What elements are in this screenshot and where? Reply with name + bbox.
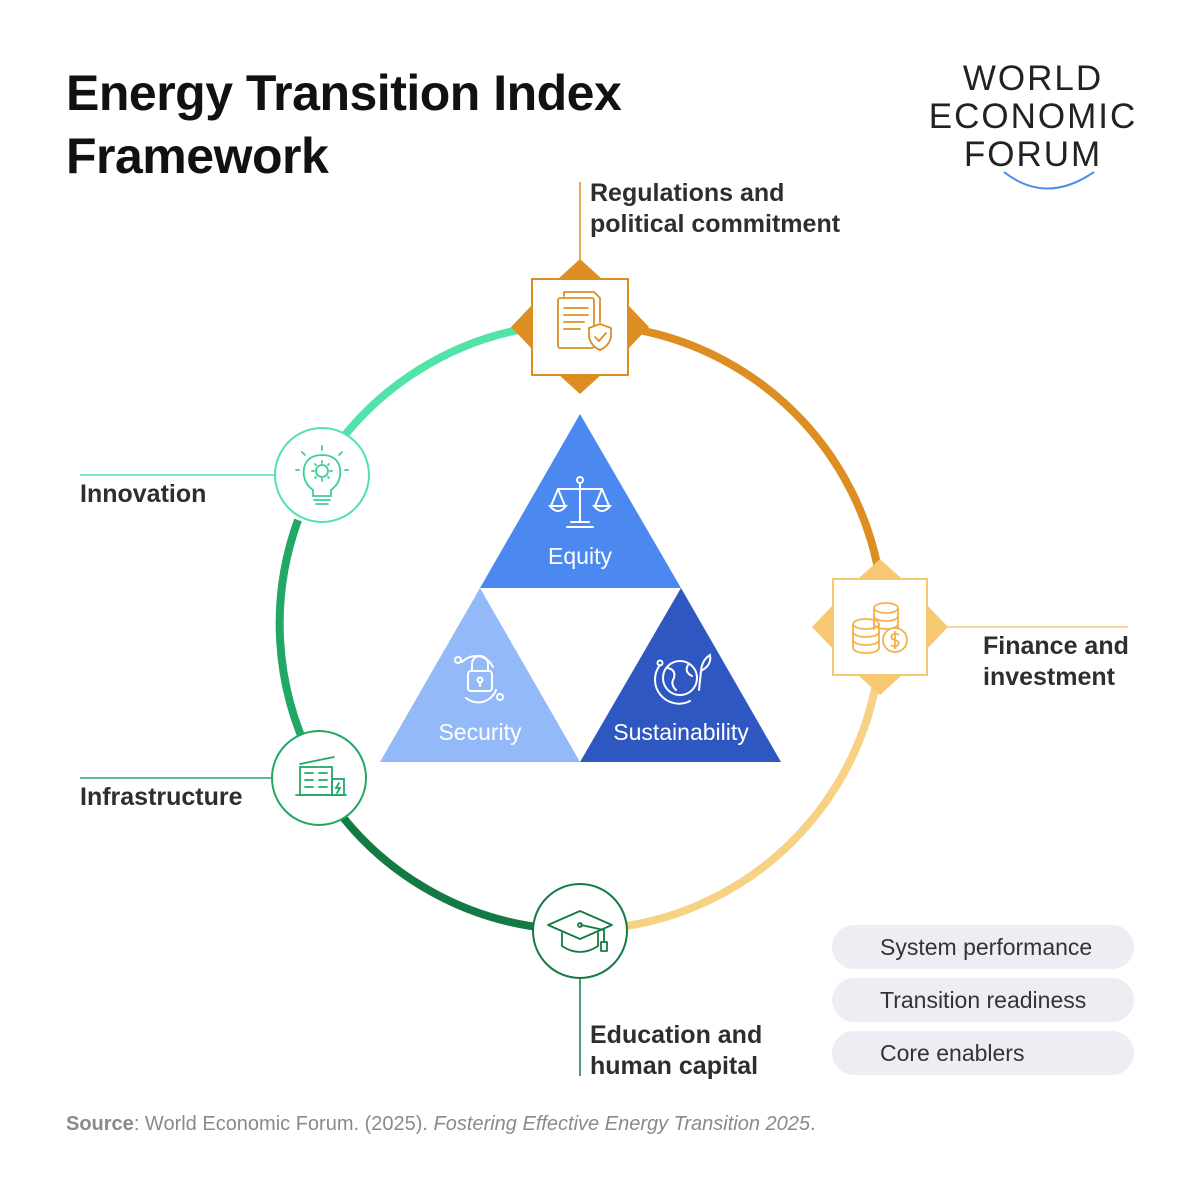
wef-logo: WORLD ECONOMIC FORUM: [918, 60, 1158, 200]
logo-line-1: WORLD: [962, 59, 1104, 98]
ring-arc-regulations-finance: [619, 323, 884, 581]
triangle-label-equity: Equity: [548, 543, 612, 569]
label-finance-line-1: Finance and: [983, 632, 1129, 660]
triangle-security: [380, 588, 580, 762]
title-line-2: Framework: [66, 128, 329, 184]
lightbulb-gear-icon: [295, 445, 349, 505]
triangle-label-security: Security: [438, 719, 522, 745]
label-education-line-2: human capital: [590, 1052, 759, 1080]
page-title: Energy Transition Index Framework: [66, 62, 622, 188]
scales-icon: [547, 476, 613, 528]
label-regulations-line-1: Regulations and: [590, 179, 785, 207]
legend-label-core: Core enablers: [880, 1039, 1025, 1066]
regulations-node: [511, 259, 649, 394]
label-infrastructure: Infrastructure: [80, 783, 243, 811]
globe-leaf-icon: [653, 653, 712, 705]
label-finance: Finance and investment: [983, 631, 1129, 693]
logo-line-3: FORUM: [963, 135, 1103, 174]
graduation-cap-icon: [547, 910, 613, 953]
legend-label-readiness: Transition readiness: [880, 986, 1087, 1013]
innovation-node: [274, 427, 370, 523]
title-line-1: Energy Transition Index: [66, 65, 622, 121]
infrastructure-node: [271, 730, 367, 826]
building-icon: [295, 756, 347, 796]
logo-arc-icon: [1003, 171, 1095, 190]
label-education-line-1: Education and: [590, 1021, 763, 1049]
legend-item-system-performance: System performance: [832, 925, 1134, 969]
legend-item-transition-readiness: Transition readiness: [832, 978, 1134, 1022]
label-finance-line-2: investment: [983, 663, 1115, 691]
document-shield-icon: [557, 291, 612, 351]
legend-item-core-enablers: Core enablers: [832, 1031, 1134, 1075]
finance-node: [812, 559, 948, 695]
label-regulations: Regulations and political commitment: [590, 178, 840, 240]
source-text: : World Economic Forum. (2025).: [133, 1113, 434, 1135]
source-label: Source: [66, 1113, 134, 1135]
source-citation: Source: World Economic Forum. (2025). Fo…: [66, 1113, 816, 1136]
label-innovation: Innovation: [80, 480, 207, 508]
ring-arc-education-infrastructure: [326, 797, 546, 932]
triangle-label-sustainability: Sustainability: [613, 719, 749, 745]
label-education: Education and human capital: [590, 1020, 762, 1082]
source-end: .: [810, 1113, 816, 1135]
education-node: [532, 883, 628, 979]
ring-arc-finance-education: [619, 671, 882, 931]
legend-label-system: System performance: [880, 933, 1093, 960]
logo-line-2: ECONOMIC: [928, 97, 1138, 136]
triangle-sustainability: [580, 588, 781, 762]
ring-arc-infrastructure-innovation: [275, 518, 316, 762]
coins-icon: [852, 602, 908, 654]
ring-arc-innovation-regulations: [326, 323, 536, 458]
source-report-title: Fostering Effective Energy Transition 20…: [433, 1113, 811, 1135]
label-regulations-line-2: political commitment: [590, 210, 841, 238]
padlock-icon: [454, 655, 504, 704]
